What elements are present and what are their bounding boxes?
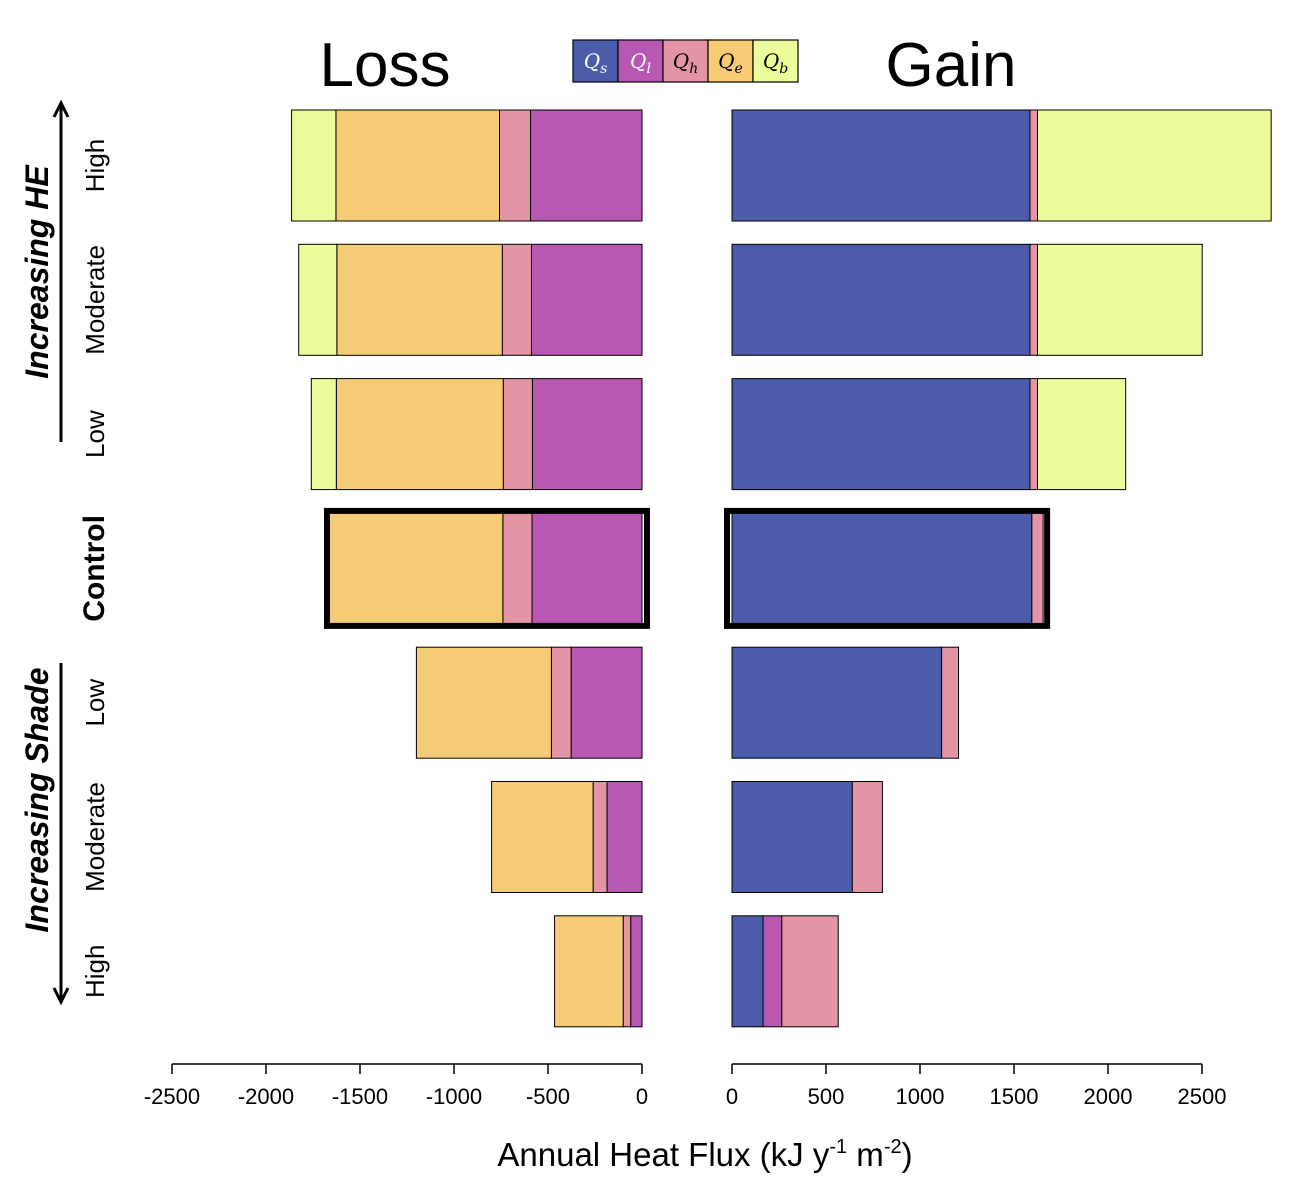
row-label-6: High xyxy=(80,945,110,998)
tick-label: 1000 xyxy=(896,1084,945,1109)
group-labels: Increasing HE Increasing Shade xyxy=(19,99,70,1006)
tick-label: -1500 xyxy=(332,1084,388,1109)
tick-label: 1500 xyxy=(990,1084,1039,1109)
loss-bar-qe-3 xyxy=(328,512,504,625)
tick-label: 500 xyxy=(808,1084,845,1109)
gain-bar-qh-5 xyxy=(851,781,883,893)
legend-label-ql: Ql xyxy=(630,49,651,77)
gain-bar-ql-6 xyxy=(762,915,783,1028)
increasing-shade-arrow-head xyxy=(52,987,70,1006)
group-label-increasing-shade: Increasing Shade xyxy=(19,668,55,933)
gain-bar-qb-1 xyxy=(1037,243,1203,356)
loss-bars xyxy=(291,109,643,1028)
tick-label: 2000 xyxy=(1084,1084,1133,1109)
row-labels: High Moderate Low Control Low Moderate High xyxy=(78,139,111,998)
loss-bar-ql-4 xyxy=(570,646,643,759)
row-label-5: Moderate xyxy=(80,782,110,892)
loss-bar-qh-3 xyxy=(502,512,533,625)
gain-bar-qs-5 xyxy=(731,781,853,893)
tick-label: -1000 xyxy=(426,1084,482,1109)
gain-bar-qs-2 xyxy=(731,378,1031,491)
loss-bar-qb-0 xyxy=(291,109,337,222)
loss-bar-qe-0 xyxy=(335,109,500,222)
tick-label: -2000 xyxy=(238,1084,294,1109)
legend-label-qs: Qs xyxy=(584,49,608,77)
x-axis-label: Annual Heat Flux (kJ y-1 m-2) xyxy=(497,1136,912,1173)
loss-bar-qb-1 xyxy=(298,243,338,356)
legend: Qs Ql Qh Qe Qb xyxy=(572,39,799,83)
legend-label-qb: Qb xyxy=(763,49,788,77)
loss-bar-qh-2 xyxy=(502,378,533,491)
legend-swatch-qs xyxy=(572,39,619,83)
loss-bar-ql-2 xyxy=(531,378,643,491)
loss-bar-qb-2 xyxy=(310,378,337,491)
loss-bar-qh-4 xyxy=(550,646,572,759)
row-label-3: Control xyxy=(78,515,111,622)
legend-swatch-qb xyxy=(752,39,799,83)
gain-bar-qb-2 xyxy=(1037,378,1127,491)
loss-bar-qe-1 xyxy=(336,243,503,356)
legend-swatch-qh xyxy=(662,39,709,83)
loss-bar-ql-5 xyxy=(606,781,643,893)
gain-bar-qb-0 xyxy=(1037,109,1272,222)
increasing-he-arrow-head xyxy=(52,99,70,118)
loss-bar-qh-1 xyxy=(501,243,532,356)
tick-label: 0 xyxy=(636,1084,648,1109)
loss-bar-qe-5 xyxy=(491,781,594,893)
tick-label: 0 xyxy=(726,1084,738,1109)
loss-bar-qe-4 xyxy=(415,646,552,759)
loss-bar-ql-1 xyxy=(530,243,643,356)
loss-bar-qe-2 xyxy=(335,378,504,491)
gain-panel-title: Gain xyxy=(886,31,1017,100)
control-loss-outline xyxy=(323,507,650,629)
tick-label: -500 xyxy=(526,1084,570,1109)
gain-bar-qh-6 xyxy=(781,915,839,1028)
loss-bar-ql-6 xyxy=(630,915,643,1028)
row-label-2: Low xyxy=(80,410,110,458)
gain-bar-qs-6 xyxy=(731,915,764,1028)
gain-bars xyxy=(731,109,1272,1028)
gain-bar-qs-3 xyxy=(731,512,1033,625)
gain-x-axis: 0 500 1000 1500 2000 2500 xyxy=(726,1063,1227,1109)
control-gain-outline xyxy=(724,507,1051,629)
legend-label-qh: Qh xyxy=(673,49,698,77)
gain-bar-qh-2 xyxy=(1029,378,1038,491)
loss-x-axis: -2500 -2000 -1500 -1000 -500 0 xyxy=(144,1063,648,1109)
loss-bar-qh-6 xyxy=(622,915,632,1028)
row-label-1: Moderate xyxy=(80,245,110,355)
tick-label: -2500 xyxy=(144,1084,200,1109)
gain-bar-qs-4 xyxy=(731,646,943,759)
group-label-increasing-he: Increasing HE xyxy=(19,164,55,379)
loss-bar-ql-3 xyxy=(531,512,643,625)
loss-bar-qe-6 xyxy=(554,915,624,1028)
loss-panel-title: Loss xyxy=(320,31,451,100)
tick-label: 2500 xyxy=(1178,1084,1227,1109)
gain-bar-qh-3 xyxy=(1031,512,1044,625)
loss-bar-qh-5 xyxy=(592,781,608,893)
gain-bar-qh-4 xyxy=(941,646,960,759)
gain-bar-qs-0 xyxy=(731,109,1031,222)
loss-bar-ql-0 xyxy=(530,109,643,222)
gain-bar-qs-1 xyxy=(731,243,1031,356)
row-label-0: High xyxy=(80,139,110,192)
gain-bar-qh-0 xyxy=(1029,109,1038,222)
control-highlight xyxy=(323,507,1051,629)
legend-label-qe: Qe xyxy=(718,49,743,77)
legend-swatch-qe xyxy=(707,39,754,83)
row-label-4: Low xyxy=(80,679,110,727)
gain-bar-qh-1 xyxy=(1029,243,1038,356)
loss-bar-qh-0 xyxy=(498,109,532,222)
